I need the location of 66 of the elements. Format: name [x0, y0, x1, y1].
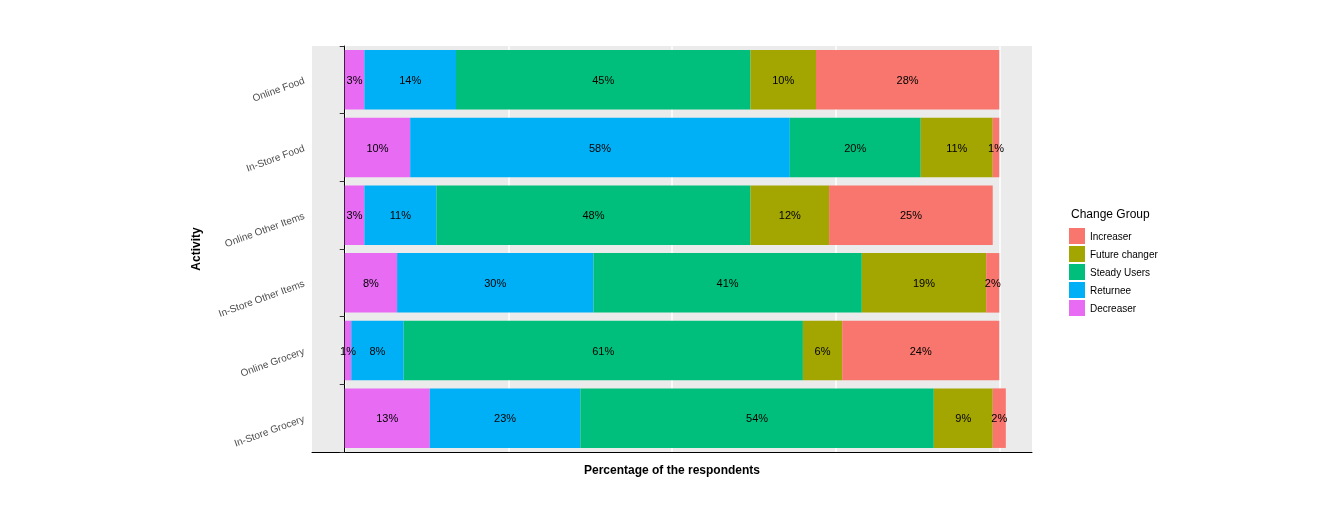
data-label: 13%: [376, 412, 399, 425]
data-label: 11%: [389, 209, 412, 222]
data-label: 58%: [588, 141, 612, 154]
data-label: 14%: [399, 73, 422, 86]
data-label: 10%: [772, 73, 795, 86]
y-tick-label: In-Store Other Items: [216, 277, 306, 319]
legend-label: Steady Users: [1090, 266, 1151, 278]
bar: [829, 185, 993, 245]
bar: [933, 388, 993, 448]
data-label: 20%: [844, 141, 867, 154]
data-label: 19%: [912, 276, 936, 289]
data-label: 6%: [814, 344, 831, 357]
y-tick-label: Online Food: [250, 74, 306, 104]
data-label: 8%: [362, 276, 380, 289]
bar: [344, 253, 398, 313]
bar: [580, 388, 934, 448]
bar: [403, 320, 803, 381]
bar: [861, 253, 987, 313]
bar: [429, 388, 581, 448]
data-label: 3%: [346, 73, 363, 86]
data-label: 8%: [369, 344, 386, 357]
legend-label: Future changer: [1090, 248, 1159, 260]
y-tick-label: In-Store Food: [244, 142, 306, 174]
data-label: 3%: [346, 209, 363, 222]
bar: [436, 185, 751, 245]
legend-label: Returnee: [1090, 284, 1132, 296]
bar: [364, 50, 456, 110]
bar: [344, 50, 365, 110]
data-label: 24%: [909, 344, 932, 357]
data-label: 28%: [896, 73, 919, 86]
bar: [789, 117, 921, 178]
data-label: 54%: [746, 412, 769, 425]
bar: [410, 117, 790, 178]
bar: [364, 185, 437, 245]
bar: [842, 320, 1000, 381]
data-label: 2%: [991, 412, 1008, 425]
bar: [992, 388, 1006, 448]
x-axis-title: Percentage of the respondents: [583, 463, 761, 477]
data-label: 48%: [582, 209, 605, 222]
bar: [750, 50, 816, 110]
y-tick-label: Online Grocery: [238, 345, 306, 379]
legend-label: Decreaser: [1090, 302, 1137, 314]
y-axis-title: Activity: [189, 227, 203, 271]
data-label: 30%: [484, 276, 507, 289]
bar: [802, 320, 843, 381]
legend-title: Change Group: [1071, 207, 1151, 221]
data-label: 10%: [366, 141, 389, 154]
data-label: 61%: [592, 344, 615, 357]
bar: [344, 185, 365, 245]
data-label: 23%: [494, 412, 517, 425]
data-label: 9%: [955, 412, 972, 425]
y-tick-label: In-Store Grocery: [232, 413, 306, 449]
y-tick-label: Online Other Items: [223, 210, 306, 250]
bar: [750, 185, 830, 245]
bar: [593, 253, 862, 313]
bar: [397, 253, 594, 313]
data-label: 25%: [899, 209, 923, 222]
data-label: 12%: [778, 209, 802, 222]
bar: [344, 117, 411, 178]
bar: [344, 388, 430, 448]
data-label: 11%: [946, 141, 968, 154]
bar: [816, 50, 1000, 110]
data-label: 45%: [592, 73, 615, 86]
legend-label: Increaser: [1090, 230, 1133, 242]
bar: [456, 50, 751, 110]
data-label: 41%: [716, 276, 739, 289]
